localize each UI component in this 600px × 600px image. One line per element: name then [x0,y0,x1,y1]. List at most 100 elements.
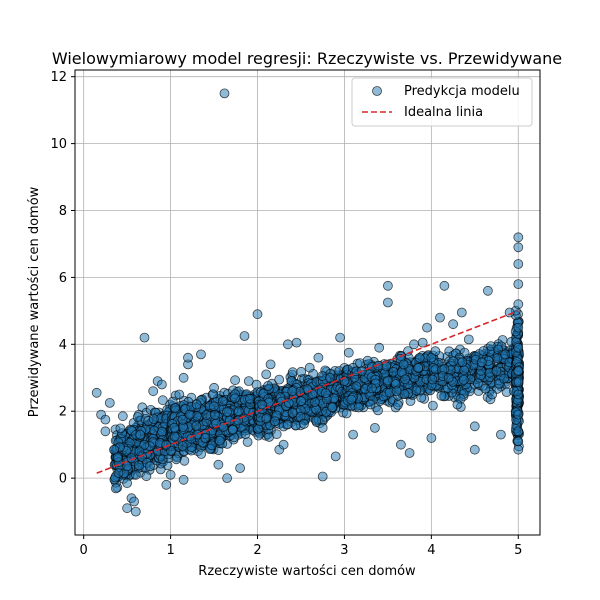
ideal-line-layer [96,310,519,474]
data-point [478,346,489,356]
legend-marker-scatter [372,86,382,96]
data-point [287,386,298,397]
data-point [304,362,315,373]
data-point [417,337,428,348]
data-point [287,407,298,418]
data-point [491,366,502,377]
data-point [382,297,393,308]
data-point [227,424,238,435]
data-point [117,411,128,422]
chart-title: Wielowymiarowy model regresji: Rzeczywis… [52,49,562,68]
data-point [317,471,328,482]
y-tick-label: 8 [59,204,67,219]
data-point [513,279,524,290]
data-point [330,451,341,462]
data-point [157,395,168,406]
data-point [427,374,438,385]
data-point [426,352,437,363]
data-point [274,374,285,385]
data-point [463,334,474,345]
data-point [499,373,510,384]
data-point [504,307,515,318]
data-point [217,396,228,407]
data-point [265,359,276,370]
data-point [210,409,220,420]
data-point [448,319,459,330]
data-point [170,402,180,413]
legend: Predykcja modelu Idealna linia [351,77,533,127]
data-point [343,347,354,358]
data-point [132,412,143,422]
data-point [335,332,346,343]
data-point [427,400,438,411]
data-point [122,478,132,489]
data-point [500,349,511,360]
data-point [243,376,254,387]
data-point [324,372,335,383]
data-point [398,359,409,370]
x-tick-label: 2 [253,543,261,558]
data-point [183,352,193,363]
data-point [282,339,293,350]
data-point [134,446,145,457]
data-point [171,454,182,465]
data-point [411,385,422,396]
data-point [109,444,119,455]
data-point [196,349,206,360]
data-point [219,88,230,99]
y-tick-label: 2 [59,405,67,420]
data-point [348,429,359,440]
legend-box [351,77,533,127]
x-tick-label: 5 [514,543,522,558]
data-point [346,394,357,405]
data-point [200,433,211,443]
data-point [513,377,524,388]
data-point [111,483,121,494]
data-point [100,414,111,425]
plot-frame [74,69,541,536]
ideal-line [96,310,519,474]
y-tick-label: 0 [59,472,67,487]
data-point [404,448,415,458]
data-point [209,382,220,393]
data-point [317,422,328,433]
data-point [213,459,224,470]
data-point [452,399,463,410]
data-point [458,374,469,385]
y-tick-label: 10 [50,137,67,152]
data-point [513,322,524,333]
x-tick-label: 4 [427,543,435,558]
data-point [134,460,144,471]
data-point [263,380,273,391]
data-point [482,285,493,296]
data-point [457,357,468,368]
data-point [513,444,524,455]
data-point [513,299,524,310]
data-point [296,366,307,377]
data-point [513,259,524,269]
data-point [373,405,383,416]
data-point [382,280,393,291]
data-point [341,408,352,419]
data-point [282,419,293,430]
data-point [443,372,454,383]
data-point [435,312,445,323]
data-point [299,418,309,429]
data-point [391,386,402,397]
data-point [513,342,524,353]
y-tick-label: 4 [59,338,67,353]
data-point [196,449,207,459]
data-point [456,307,467,318]
data-point [392,399,403,410]
data-point [178,372,189,383]
data-point [206,440,217,451]
data-point [161,479,172,490]
data-point [233,406,244,417]
data-point [495,429,506,440]
legend-label-line: Idealna linia [404,105,483,120]
data-point [178,474,189,485]
data-point [320,388,331,399]
data-point [113,468,124,479]
data-point [115,423,126,434]
data-point [278,439,289,450]
